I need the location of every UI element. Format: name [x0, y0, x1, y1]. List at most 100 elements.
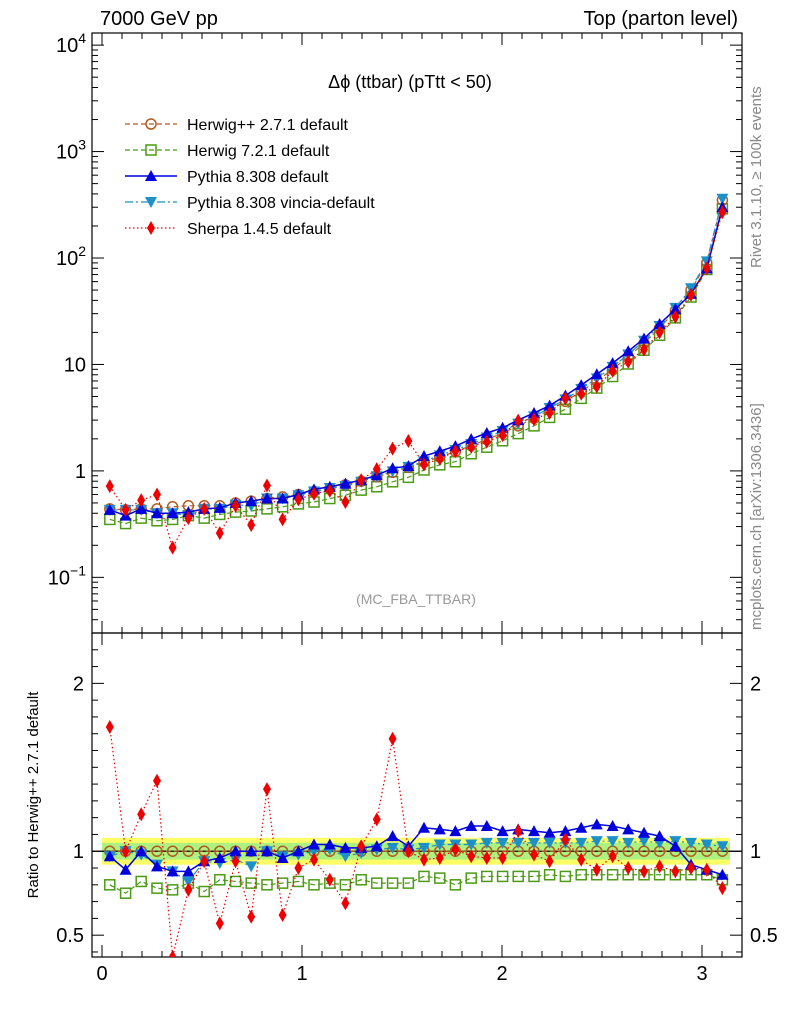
series-line-herwig-2-7-1-default [109, 199, 723, 511]
ratio-y-tick-label-right: 2 [750, 673, 761, 695]
ratio-point [433, 839, 446, 851]
data-point [653, 317, 666, 329]
legend-label: Herwig 7.2.1 default [187, 143, 330, 160]
ratio-point [433, 823, 446, 835]
ratio-point [323, 838, 336, 850]
data-point [357, 473, 366, 488]
data-point [514, 413, 523, 428]
ratio-point [135, 845, 148, 857]
data-point [339, 477, 352, 489]
ratio-point [512, 870, 524, 883]
ratio-y-tick-label-right: 0.5 [750, 925, 778, 947]
ratio-point [404, 844, 413, 859]
data-point [480, 427, 493, 439]
legend-label: Sherpa 1.4.5 default [187, 221, 332, 238]
ratio-point [545, 854, 554, 869]
ratio-point [182, 845, 195, 857]
ratio-point [624, 861, 633, 876]
ratio-point [121, 844, 130, 859]
chart-title: Δϕ (ttbar) (pTtt < 50) [328, 72, 492, 92]
series-herwig-2-7-1-default [104, 194, 729, 516]
data-point [543, 399, 556, 411]
ratio-point [702, 862, 711, 877]
series-line-sherpa-1-4-5-default [109, 211, 723, 550]
ratio-point [215, 916, 224, 931]
ratio-point [278, 908, 287, 923]
ratio-point [182, 865, 195, 877]
ratio-point [418, 842, 430, 854]
ratio-point [339, 841, 352, 853]
legend-entry-pythia-8-308-vincia-default: Pythia 8.308 vincia-default [125, 195, 375, 212]
ratio-point [496, 825, 509, 837]
ratio-point [638, 836, 650, 848]
ratio-series-sherpa-1-4-5-default [105, 720, 727, 957]
ratio-point [528, 870, 540, 883]
data-point [465, 433, 478, 445]
ratio-point [245, 845, 258, 857]
ratio-point [622, 837, 635, 849]
ratio-point [716, 868, 729, 880]
legend-entry-pythia-8-308-default: Pythia 8.308 default [125, 169, 329, 186]
ratio-point [575, 837, 588, 849]
ratio-point [606, 820, 619, 832]
ratio-point [292, 845, 305, 857]
data-point [245, 495, 258, 507]
main-y-tick-label: 1 [75, 461, 86, 483]
data-point [153, 487, 161, 502]
watermark: (MC_FBA_TTBAR) [356, 591, 476, 607]
ratio-point [245, 861, 258, 873]
ratio-point [418, 870, 430, 883]
ratio-point [606, 836, 619, 848]
ratio-point [357, 839, 366, 854]
data-point [606, 357, 619, 369]
ratio-series-herwig-7-2-1-default [104, 868, 729, 899]
ratio-point [386, 830, 399, 842]
ratio-point [245, 877, 257, 889]
ratio-point [184, 882, 193, 897]
ratio-point [687, 861, 695, 876]
ratio-point [103, 850, 116, 862]
ratio-point [200, 854, 209, 869]
data-point [624, 354, 633, 369]
x-tick-label: 3 [696, 963, 707, 985]
ratio-point [198, 885, 210, 898]
ratio-point [480, 837, 493, 849]
ratio-point [339, 851, 352, 863]
data-point [184, 511, 193, 526]
ratio-point [229, 845, 242, 857]
data-point [530, 412, 538, 427]
data-point [435, 451, 444, 466]
legend-entry-herwig-7-2-1-default: Herwig 7.2.1 default [125, 143, 330, 160]
ratio-ylabel: Ratio to Herwig++ 2.7.1 default [25, 691, 42, 899]
ratio-point [543, 837, 556, 849]
data-point [151, 507, 163, 519]
data-point [341, 495, 350, 510]
data-point [137, 493, 146, 508]
ratio-point [543, 868, 556, 881]
ratio-point [716, 841, 729, 853]
ratio-point [480, 820, 493, 832]
ratio-point [386, 877, 399, 889]
ratio-point [606, 868, 619, 881]
data-point [372, 462, 381, 477]
data-point [294, 492, 303, 507]
main-y-tick-label: 10 [64, 354, 86, 376]
header-left: 7000 GeV pp [100, 8, 218, 30]
ratio-point [372, 812, 381, 827]
data-point [276, 492, 289, 504]
ratio-point [153, 773, 161, 788]
data-point [622, 345, 635, 357]
ratio-point [388, 731, 397, 746]
data-point [231, 498, 240, 513]
data-point [247, 518, 256, 533]
ratio-point [213, 851, 226, 863]
ratio-point [592, 862, 601, 877]
data-point [608, 363, 617, 378]
ratio-line-herwig-7-2-1-default [109, 874, 723, 894]
ratio-point [655, 859, 664, 874]
main-y-tick-label: 103 [56, 137, 86, 164]
ratio-y-tick-label: 1 [73, 841, 84, 863]
ratio-point [247, 909, 256, 924]
ratio-point [135, 875, 147, 888]
